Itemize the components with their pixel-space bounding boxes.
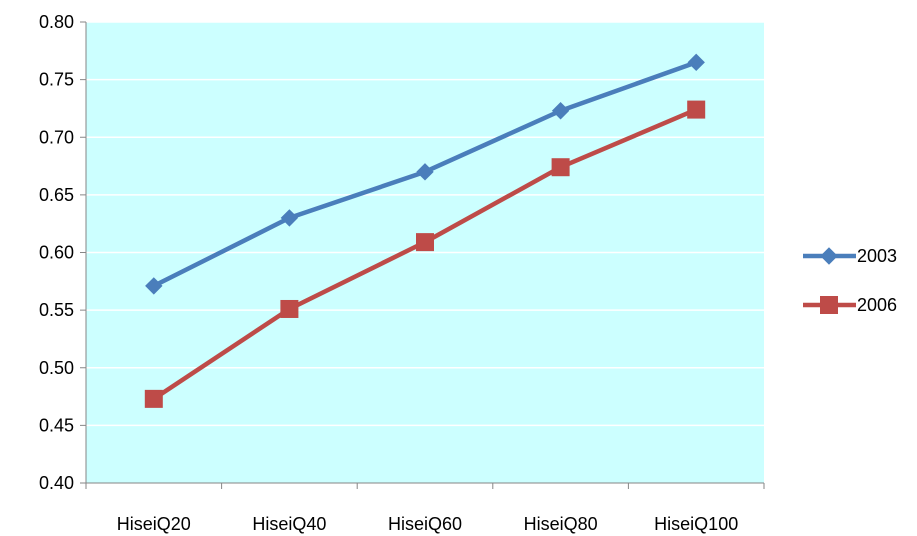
data-point	[416, 163, 434, 181]
y-tick-label: 0.75	[39, 70, 74, 90]
legend: 2003 2006	[803, 246, 897, 315]
y-tick-label: 0.55	[39, 300, 74, 320]
data-point	[687, 53, 705, 72]
data-point	[144, 389, 163, 408]
x-tick-label: HiseiQ40	[252, 514, 326, 534]
data-point	[551, 102, 570, 120]
data-point	[280, 299, 299, 318]
data-point	[551, 158, 570, 177]
legend-entry: 2003	[803, 246, 897, 266]
legend-label: 2003	[857, 246, 897, 266]
y-tick-label: 0.65	[39, 185, 74, 205]
series-2006	[144, 100, 706, 408]
x-tick-label: HiseiQ60	[388, 514, 462, 534]
x-tick-label: HiseiQ20	[117, 514, 191, 534]
legend-marker	[820, 247, 838, 265]
y-tick-label: 0.45	[39, 415, 74, 435]
y-tick-label: 0.40	[39, 473, 74, 493]
legend-label: 2006	[857, 295, 897, 315]
y-tick-label: 0.50	[39, 358, 74, 378]
data-point	[280, 209, 299, 227]
y-tick-label: 0.60	[39, 243, 74, 263]
y-axis-ticks: 0.40 0.45 0.50 0.55 0.60 0.65 0.70 0.75 0.80	[39, 12, 86, 493]
legend-entry: 2006	[803, 295, 897, 315]
data-point	[416, 233, 434, 252]
x-tick-label: HiseiQ80	[524, 514, 598, 534]
x-axis-ticks: HiseiQ20 HiseiQ40 HiseiQ60 HiseiQ80 HiseiQ10…	[85, 483, 765, 534]
y-tick-label: 0.80	[39, 12, 74, 32]
series-group	[144, 53, 706, 408]
series-2003	[145, 53, 705, 295]
data-point	[145, 277, 163, 295]
data-point	[687, 100, 706, 119]
legend-marker	[820, 296, 838, 314]
y-tick-label: 0.70	[39, 127, 74, 147]
x-tick-label: HiseiQ100	[654, 514, 738, 534]
